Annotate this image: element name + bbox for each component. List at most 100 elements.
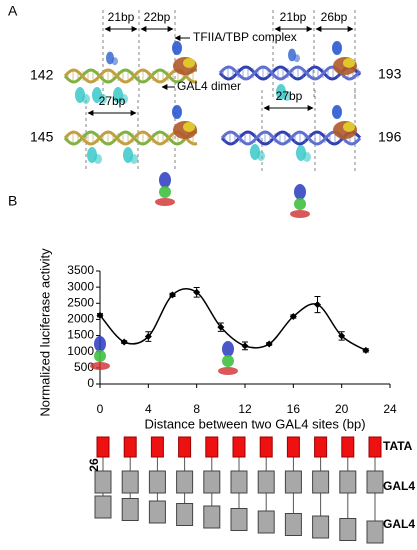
dna-strand — [63, 130, 198, 146]
protein — [293, 54, 300, 63]
protein — [257, 151, 265, 161]
tbp — [343, 58, 355, 68]
gal4-box — [94, 495, 112, 519]
x-tick-label: 24 — [383, 402, 397, 416]
tbp — [343, 122, 355, 132]
gal4-box — [176, 470, 194, 494]
tfiia — [332, 41, 342, 55]
spacing-label: 27bp — [99, 94, 126, 108]
y-tick-label: 1000 — [67, 344, 94, 358]
spacer-label: 26 — [87, 458, 101, 472]
inset — [94, 336, 106, 352]
gal4-box — [312, 470, 330, 494]
data-point — [96, 311, 104, 319]
data-point — [362, 346, 370, 354]
chart: 0 500 1000 1500 2000 2500 3000 3500 0 4 8 12 16 20 24 D… — [37, 172, 397, 431]
x-tick-label: 0 — [97, 402, 104, 416]
row-label: GAL4 — [383, 517, 415, 531]
inset — [159, 186, 171, 198]
gal4-box — [230, 508, 248, 531]
tata-box — [341, 436, 355, 458]
tfiia — [172, 105, 182, 119]
protein — [111, 57, 119, 66]
protein — [130, 154, 138, 164]
data-point — [289, 313, 297, 321]
x-tick-label: 16 — [287, 402, 301, 416]
inset — [290, 210, 310, 218]
data-point — [144, 333, 152, 341]
tbp — [183, 122, 195, 132]
tata-box — [286, 436, 300, 458]
gal4-box — [203, 470, 221, 494]
gal4-box — [339, 518, 357, 541]
x-tick-label: 20 — [335, 402, 349, 416]
tata-box — [314, 436, 328, 458]
inset — [155, 198, 175, 206]
annotation: TFIIA/TBP complex — [193, 30, 297, 44]
y-tick-label: 3500 — [67, 263, 94, 277]
y-tick-label: 3000 — [67, 279, 94, 293]
tata-box — [368, 436, 382, 458]
tata-box — [232, 436, 246, 458]
gal4-box — [312, 515, 330, 539]
tata-box — [259, 436, 273, 458]
y-tick-label: 0 — [87, 376, 94, 390]
x-tick-label: 8 — [193, 402, 200, 416]
tbp — [183, 58, 195, 68]
gal4-box — [257, 470, 275, 494]
gal4-box — [148, 470, 166, 494]
data-point — [241, 342, 249, 350]
protein — [99, 94, 107, 104]
tata-box — [205, 436, 219, 458]
gal4-box — [203, 505, 221, 529]
diagram — [94, 436, 384, 544]
inset — [294, 198, 306, 210]
gal4-box — [121, 470, 139, 494]
x-axis-title: Distance between two GAL4 sites (bp) — [144, 416, 365, 431]
inset — [90, 362, 110, 370]
tfiia — [172, 41, 182, 55]
gal4-box — [339, 470, 357, 494]
inset — [222, 355, 234, 367]
tata-box — [123, 436, 137, 458]
spacing-label: 21bp — [280, 10, 307, 24]
protein — [303, 152, 311, 162]
data-point — [314, 301, 321, 309]
gal4-box — [176, 503, 194, 526]
inset — [159, 172, 171, 188]
gal4-box — [366, 470, 384, 494]
gal4-box — [284, 513, 302, 536]
construct-number: 142 — [30, 67, 54, 83]
data-point — [265, 340, 273, 348]
gal4-box — [230, 470, 248, 494]
inset — [218, 367, 238, 375]
row-label: GAL4 — [383, 479, 415, 493]
data-point — [120, 338, 128, 346]
inset — [94, 350, 106, 362]
gal4-box — [284, 470, 302, 494]
gal4-box — [94, 470, 112, 494]
inset — [222, 341, 234, 357]
spacing-label: 26bp — [321, 10, 348, 24]
spacing-label: 27bp — [276, 89, 303, 103]
data-point — [338, 332, 346, 340]
construct-number: 196 — [378, 129, 402, 145]
y-tick-label: 1500 — [67, 328, 94, 342]
y-tick-label: 2500 — [67, 295, 94, 309]
construct-number: 145 — [30, 129, 54, 145]
panel-label: B — [8, 193, 17, 209]
protein — [283, 91, 291, 101]
panel-a-art — [63, 10, 362, 172]
data-point — [169, 291, 176, 299]
y-tick-label: 2000 — [67, 312, 94, 326]
tata-box — [96, 436, 110, 458]
gal4-box — [257, 510, 275, 534]
protein — [94, 154, 102, 164]
data-point — [217, 323, 225, 331]
construct-number: 193 — [378, 66, 402, 82]
protein — [82, 94, 90, 104]
x-tick-label: 12 — [238, 402, 252, 416]
spacing-label: 21bp — [108, 10, 135, 24]
tata-box — [178, 436, 192, 458]
